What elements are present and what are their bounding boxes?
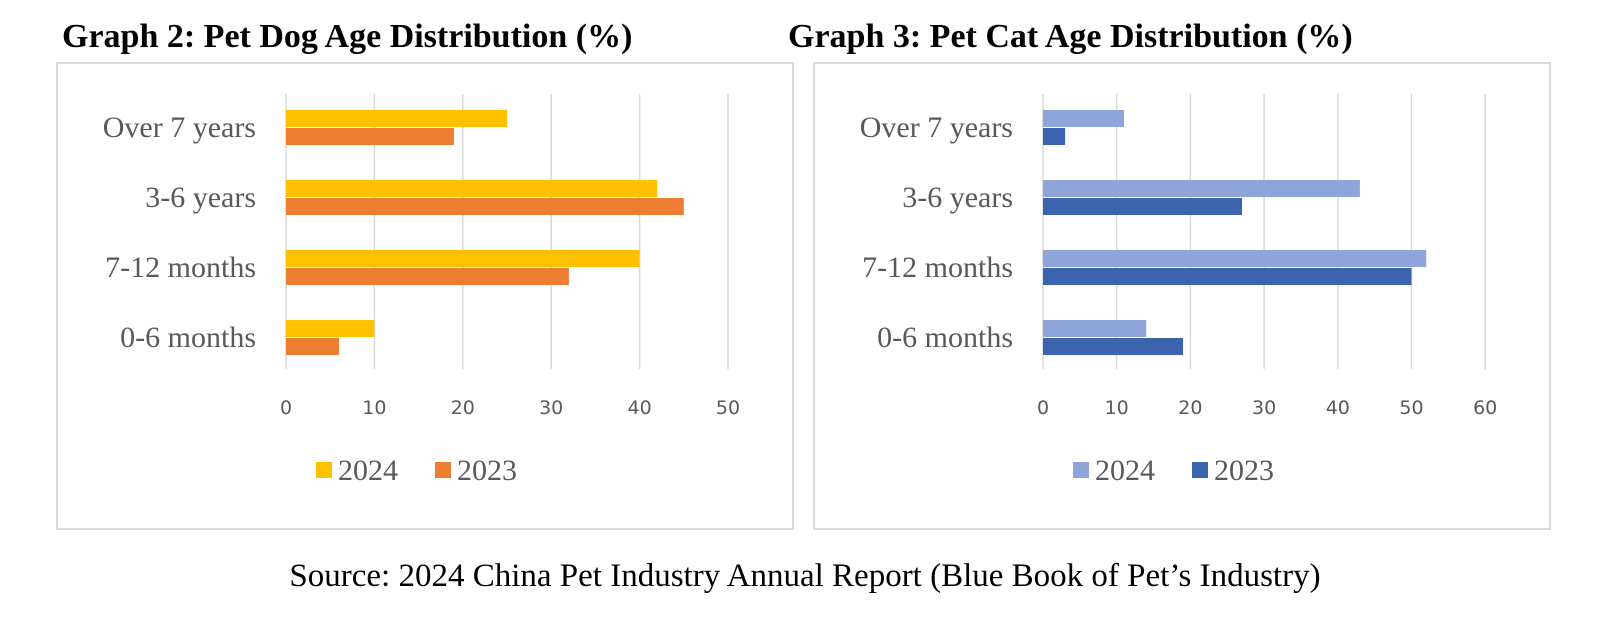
cat-x-tick-label: 20: [1178, 397, 1202, 419]
dog-x-tick-label: 50: [716, 397, 740, 419]
dog-bar-2024-2: [286, 250, 640, 267]
cat-bar-2024-0: [1043, 110, 1125, 127]
dog-category-label: 0-6 months: [120, 321, 256, 354]
cat-bar-2024-2: [1043, 250, 1427, 267]
dog-x-tick-label: 0: [280, 397, 292, 419]
dog-x-tick-label: 20: [451, 397, 475, 419]
dog-bar-2024-3: [286, 320, 375, 337]
cat-legend-swatch-2023: [1192, 462, 1208, 478]
dog-category-label: 7-12 months: [105, 251, 256, 284]
dog-x-tick-label: 40: [628, 397, 652, 419]
dog-bar-2023-3: [286, 338, 340, 355]
dog-bar-2023-1: [286, 198, 684, 215]
dog-x-tick-label: 30: [539, 397, 563, 419]
dog-bar-2023-2: [286, 268, 569, 285]
dog-chart: 0 10 20 30 40 50 Over 7 years 3-6 years 7-12 mon…: [56, 62, 794, 530]
cat-x-tick-label: 10: [1105, 397, 1129, 419]
cat-chart-title: Graph 3: Pet Cat Age Distribution (%): [788, 18, 1353, 55]
dog-category-label: 3-6 years: [145, 181, 256, 214]
cat-x-tick-label: 0: [1037, 397, 1049, 419]
cat-x-tick-label: 50: [1399, 397, 1423, 419]
cat-legend-label-2023: 2023: [1214, 454, 1274, 487]
cat-x-tick-label: 60: [1473, 397, 1497, 419]
cat-category-label: 3-6 years: [902, 181, 1013, 214]
dog-legend-swatch-2023: [435, 462, 451, 478]
source-note: Source: 2024 China Pet Industry Annual R…: [289, 558, 1321, 594]
dog-category-label: Over 7 years: [103, 111, 256, 144]
dog-legend-label-2023: 2023: [457, 454, 517, 487]
cat-bar-2023-3: [1043, 338, 1184, 355]
cat-category-label: 7-12 months: [862, 251, 1013, 284]
dog-bar-2024-0: [286, 110, 507, 127]
cat-bar-2023-2: [1043, 268, 1412, 285]
dog-chart-title: Graph 2: Pet Dog Age Distribution (%): [62, 18, 633, 55]
cat-x-tick-label: 30: [1252, 397, 1276, 419]
cat-bar-2023-1: [1043, 198, 1242, 215]
cat-chart: 0 10 20 30 40 50 60 Over 7 years 3-6 years 7-12 m…: [813, 62, 1551, 530]
cat-legend-swatch-2024: [1073, 462, 1089, 478]
cat-category-label: Over 7 years: [860, 111, 1013, 144]
cat-legend-label-2024: 2024: [1095, 454, 1155, 487]
cat-bar-2024-3: [1043, 320, 1147, 337]
cat-x-tick-label: 40: [1326, 397, 1350, 419]
dog-bar-2024-1: [286, 180, 658, 197]
cat-bar-2023-0: [1043, 128, 1066, 145]
cat-chart-svg: 0 10 20 30 40 50 60 Over 7 years 3-6 years 7-12 m…: [860, 94, 1497, 487]
dog-chart-svg: 0 10 20 30 40 50 Over 7 years 3-6 years 7-12 mon…: [103, 94, 740, 487]
dog-legend-swatch-2024: [316, 462, 332, 478]
dog-x-tick-label: 10: [362, 397, 386, 419]
dog-bar-2023-0: [286, 128, 454, 145]
cat-category-label: 0-6 months: [877, 321, 1013, 354]
dog-legend-label-2024: 2024: [338, 454, 398, 487]
cat-bar-2024-1: [1043, 180, 1360, 197]
